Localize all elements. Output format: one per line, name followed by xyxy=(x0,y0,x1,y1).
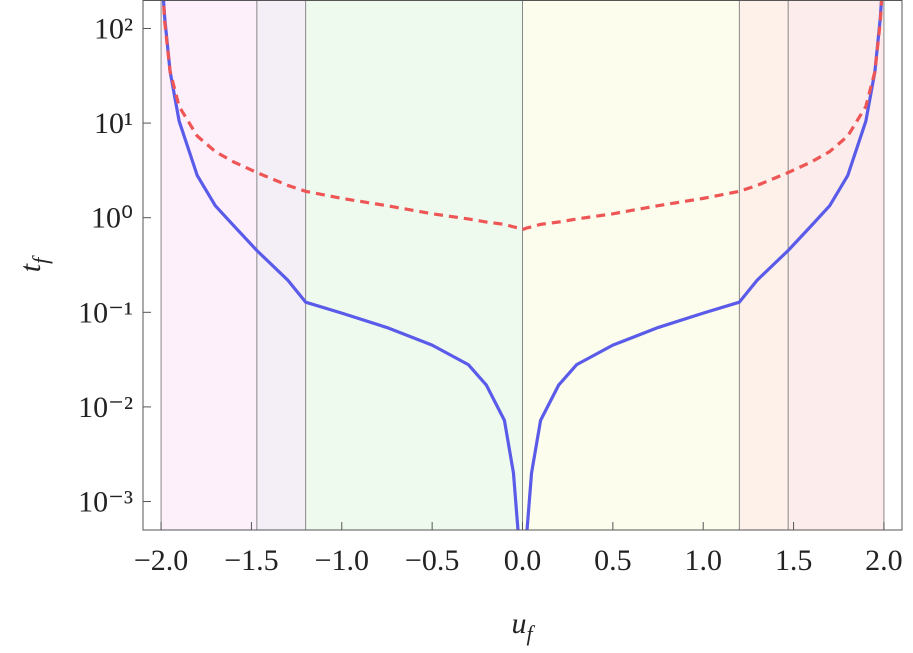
y-tick-label: 10¹ xyxy=(94,107,133,140)
x-axis-label: uf xyxy=(511,607,535,646)
region xyxy=(788,0,884,530)
y-tick-label: 10⁻³ xyxy=(78,486,133,519)
region xyxy=(305,0,523,530)
x-tick-label: −1.5 xyxy=(224,544,278,577)
y-tick-label: 10⁰ xyxy=(91,202,133,235)
x-tick-label: −2.0 xyxy=(134,544,188,577)
series-line xyxy=(161,0,884,232)
x-tick-label: 2.0 xyxy=(865,544,903,577)
region xyxy=(256,0,306,530)
region xyxy=(739,0,789,530)
y-tick-label: 10⁻² xyxy=(78,391,133,424)
region xyxy=(161,0,257,530)
x-tick-label: 1.0 xyxy=(684,544,722,577)
y-axis-label: tf xyxy=(14,255,53,272)
y-tick-label: 10² xyxy=(94,12,133,45)
x-tick-label: 0.5 xyxy=(594,544,632,577)
x-tick-label: −1.0 xyxy=(315,544,369,577)
x-tick-label: 0.0 xyxy=(504,544,542,577)
x-tick-label: −0.5 xyxy=(405,544,459,577)
x-tick-label: 1.5 xyxy=(775,544,813,577)
region xyxy=(522,0,740,530)
series-line xyxy=(161,0,884,530)
y-tick-label: 10⁻¹ xyxy=(78,296,133,329)
